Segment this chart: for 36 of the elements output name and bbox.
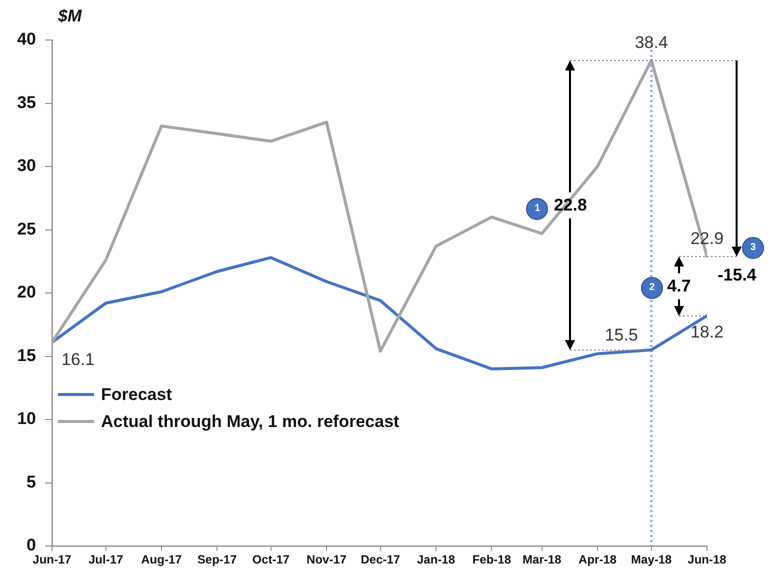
x-tick-label: Sep-17 [197, 552, 238, 567]
y-tick-label: 30 [17, 156, 36, 176]
x-tick-label: Aug-17 [141, 552, 182, 567]
x-tick-label: Dec-17 [360, 552, 400, 567]
data-label: 15.5 [604, 326, 638, 345]
data-label: 38.4 [634, 32, 668, 52]
y-tick-label: 10 [17, 409, 36, 428]
y-tick-label: 5 [26, 472, 36, 492]
legend-label: Forecast [101, 384, 172, 404]
x-tick-label: May-18 [631, 552, 672, 567]
annotation: 1 [534, 203, 540, 214]
y-tick-label: 25 [17, 219, 36, 238]
annotation: 22.8 [554, 196, 587, 215]
y-tick-label: 20 [17, 282, 36, 302]
data-label: 18.2 [690, 322, 724, 342]
data-label: 22.9 [690, 229, 724, 248]
y-tick-label: 15 [17, 346, 36, 365]
x-tick-label: Oct-17 [252, 552, 290, 567]
x-tick-label: Nov-17 [306, 552, 347, 567]
y-tick-label: 35 [17, 92, 36, 112]
x-tick-label: Feb-18 [472, 552, 512, 567]
text: -15.4 [718, 266, 756, 285]
x-tick-label: Jun-17 [32, 552, 72, 567]
y-axis-title: $M [57, 6, 82, 26]
legend-label: Actual through May, 1 mo. reforecast [101, 412, 400, 432]
x-tick-label: Mar-18 [522, 552, 562, 567]
annotation: 2 [649, 282, 655, 294]
x-tick-label: Jun-18 [688, 552, 727, 567]
x-tick-label: Apr-18 [578, 552, 617, 567]
y-tick-label: 40 [17, 30, 36, 49]
x-tick-label: Jul-17 [88, 552, 124, 567]
data-label: 16.1 [61, 350, 95, 370]
y-tick-label: 0 [26, 536, 36, 555]
annotation: 4.7 [667, 276, 691, 296]
text: 3 [750, 242, 756, 254]
x-tick-label: Jan-18 [417, 552, 456, 567]
